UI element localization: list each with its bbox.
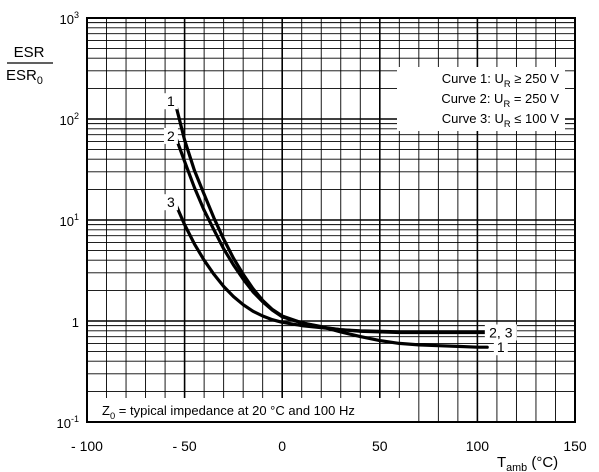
y-tick-label: 102 (60, 111, 79, 128)
grid-lines (86, 18, 576, 423)
x-axis-label: Tamb (°C) (497, 454, 558, 472)
curve-label-bg (163, 93, 178, 110)
curve-label-bg (163, 194, 178, 211)
curve-label: 3 (167, 194, 175, 210)
x-axis-title: Tamb (°C) (497, 454, 558, 472)
curve-label: 1 (167, 93, 175, 109)
curve-label: 1 (497, 339, 505, 355)
legend-entry: Curve 3: UR ≤ 100 V (442, 111, 560, 129)
plot-frame (86, 17, 576, 423)
x-tick-label: - 50 (173, 438, 197, 454)
impedance-note: Z0 = typical impedance at 20 °C and 100 … (96, 398, 414, 421)
curve-3 (173, 200, 489, 334)
y-axis-label: ESR ESR0 (6, 44, 53, 87)
y-tick-labels: 10-1 1 101 102 103 (57, 10, 79, 431)
legend-box (397, 67, 565, 131)
x-tick-label: 100 (466, 438, 490, 454)
y-label-denominator: ESR0 (6, 67, 43, 87)
y-tick-label: 101 (60, 212, 79, 229)
x-tick-label: 0 (278, 438, 286, 454)
y-tick-label: 103 (60, 10, 79, 27)
x-tick-label: 50 (372, 438, 388, 454)
y-label-numerator: ESR (14, 44, 45, 61)
y-tick-label: 10-1 (57, 414, 79, 431)
curve-label-bg (484, 324, 517, 341)
note-text: Z0 = typical impedance at 20 °C and 100 … (102, 403, 355, 421)
x-tick-label: 150 (563, 438, 587, 454)
x-tick-label: - 100 (71, 438, 103, 454)
curves (173, 99, 489, 349)
curve-label-bg (163, 127, 178, 144)
x-tick-labels: - 100 - 50 0 50 100 150 (71, 438, 587, 454)
legend-entry: Curve 1: UR ≥ 250 V (442, 71, 560, 89)
y-tick-label: 1 (72, 315, 79, 330)
curve-label: 2 (167, 128, 175, 144)
curve-label-bg (493, 339, 508, 356)
legend-entry: Curve 2: UR = 250 V (441, 91, 559, 109)
curve-label: 2, 3 (489, 324, 513, 340)
note-box (96, 398, 414, 421)
legend: Curve 1: UR ≥ 250 V Curve 2: UR = 250 V Cu… (397, 67, 565, 131)
